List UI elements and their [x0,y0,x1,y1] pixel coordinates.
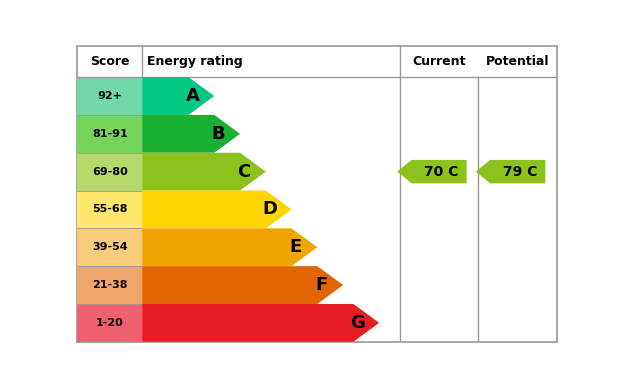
Text: Potential: Potential [486,55,550,68]
Text: 55-68: 55-68 [92,204,128,214]
Polygon shape [142,228,318,266]
Text: A: A [186,87,199,105]
Text: E: E [289,238,301,256]
Text: D: D [262,200,277,218]
Text: 69-80: 69-80 [92,167,128,177]
Text: B: B [211,125,225,143]
Bar [77,266,142,304]
Bar [77,153,142,190]
Bar [77,228,142,266]
Polygon shape [476,160,545,183]
Text: Score: Score [90,55,129,68]
Polygon shape [142,153,266,190]
Bar [77,304,142,342]
Polygon shape [142,266,343,304]
Text: 39-54: 39-54 [92,242,128,252]
Polygon shape [142,190,292,228]
Text: 81-91: 81-91 [92,129,128,139]
Text: 92+: 92+ [97,91,122,101]
Text: 70 C: 70 C [424,165,459,179]
Text: C: C [237,163,251,180]
Bar [77,77,142,115]
Polygon shape [142,304,379,342]
Bar [77,190,142,228]
Text: 1-20: 1-20 [96,318,124,328]
Polygon shape [142,77,214,115]
Text: F: F [315,276,327,294]
Bar [77,115,142,153]
Polygon shape [142,115,240,153]
Polygon shape [397,160,467,183]
Text: 79 C: 79 C [503,165,537,179]
Text: 21-38: 21-38 [92,280,128,290]
Text: Energy rating: Energy rating [147,55,243,68]
Text: G: G [350,314,365,332]
Text: Current: Current [412,55,466,68]
